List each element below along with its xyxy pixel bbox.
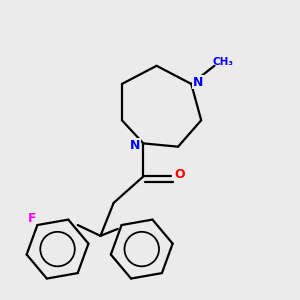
Text: O: O [174, 168, 185, 181]
Text: N: N [193, 76, 203, 89]
Text: CH₃: CH₃ [212, 58, 233, 68]
Text: N: N [130, 139, 140, 152]
Text: F: F [28, 212, 36, 225]
